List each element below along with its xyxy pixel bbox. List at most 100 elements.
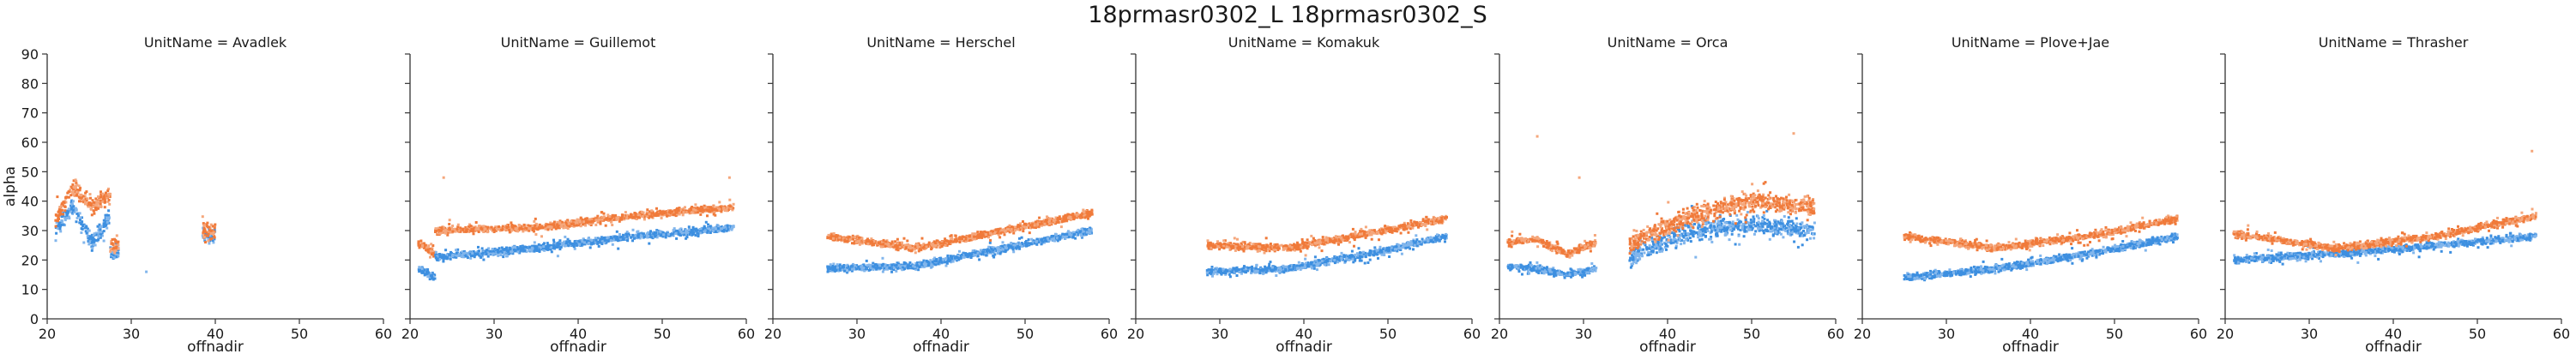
point-L bbox=[89, 196, 92, 200]
point-L bbox=[728, 198, 732, 201]
point-S bbox=[78, 212, 81, 215]
point-S bbox=[831, 265, 835, 267]
point-L bbox=[101, 200, 105, 203]
point-S bbox=[559, 245, 562, 249]
facet-title: UnitName = Guillemot bbox=[501, 34, 656, 51]
point-L bbox=[75, 190, 78, 194]
point-L bbox=[674, 214, 678, 218]
point-L bbox=[854, 236, 857, 238]
point-S bbox=[418, 266, 421, 269]
point-L bbox=[496, 225, 499, 229]
point-S bbox=[493, 250, 497, 254]
point-L bbox=[54, 225, 57, 228]
point-S bbox=[924, 264, 927, 267]
x-tick-label: 30 bbox=[123, 326, 140, 342]
point-S bbox=[693, 231, 697, 234]
point-S bbox=[546, 245, 549, 248]
point-L bbox=[429, 249, 432, 253]
point-S bbox=[423, 268, 426, 272]
point-L bbox=[98, 205, 101, 208]
point-S bbox=[600, 243, 604, 245]
point-S bbox=[441, 255, 444, 258]
point-L bbox=[710, 207, 714, 210]
point-S bbox=[67, 207, 70, 211]
point-S bbox=[203, 239, 207, 243]
point-S bbox=[558, 248, 562, 251]
point-L bbox=[694, 208, 697, 212]
point-S bbox=[86, 234, 89, 237]
point-S bbox=[79, 219, 81, 221]
point-S bbox=[80, 231, 83, 234]
point-L bbox=[940, 244, 944, 248]
point-S bbox=[661, 235, 665, 238]
point-S bbox=[609, 239, 612, 243]
point-L bbox=[930, 243, 933, 245]
point-S bbox=[554, 244, 558, 248]
point-L bbox=[434, 227, 437, 231]
point-S bbox=[471, 252, 474, 255]
point-L bbox=[645, 213, 649, 216]
point-L bbox=[438, 231, 442, 235]
point-L bbox=[584, 218, 587, 221]
point-L bbox=[600, 218, 604, 221]
point-L bbox=[546, 223, 549, 226]
point-L bbox=[538, 223, 541, 226]
point-S bbox=[104, 220, 107, 224]
point-S bbox=[632, 237, 636, 240]
point-S bbox=[883, 267, 886, 271]
point-S bbox=[432, 273, 436, 276]
point-L bbox=[107, 187, 110, 190]
point-L bbox=[579, 225, 582, 228]
point-S bbox=[588, 242, 590, 244]
point-L bbox=[630, 213, 633, 216]
point-S bbox=[973, 253, 976, 256]
point-S bbox=[638, 233, 642, 237]
point-S bbox=[865, 259, 868, 262]
point-S bbox=[864, 266, 866, 269]
point-S bbox=[212, 241, 215, 244]
point-S bbox=[699, 231, 703, 235]
point-S bbox=[104, 225, 107, 227]
point-L bbox=[486, 225, 490, 229]
point-S bbox=[1018, 247, 1022, 250]
point-S bbox=[426, 275, 430, 279]
y-tick-label: 10 bbox=[21, 282, 39, 298]
point-S bbox=[528, 245, 532, 249]
point-L bbox=[500, 228, 504, 231]
point-S bbox=[946, 255, 950, 258]
point-S bbox=[908, 261, 912, 264]
point-S bbox=[1085, 232, 1088, 236]
point-S bbox=[647, 232, 650, 235]
point-L bbox=[611, 215, 614, 219]
point-S bbox=[544, 247, 547, 249]
point-L bbox=[57, 219, 59, 223]
point-S bbox=[912, 265, 915, 267]
point-L bbox=[540, 235, 543, 238]
point-S bbox=[563, 240, 566, 243]
point-L bbox=[71, 183, 75, 186]
point-S bbox=[697, 229, 700, 232]
point-S bbox=[473, 255, 476, 259]
point-L bbox=[484, 225, 487, 229]
point-L bbox=[103, 198, 106, 201]
point-L bbox=[91, 199, 94, 202]
point-S bbox=[841, 268, 844, 272]
point-S bbox=[456, 248, 460, 251]
point-L bbox=[109, 247, 112, 250]
point-L bbox=[448, 228, 451, 231]
point-L bbox=[670, 213, 673, 216]
point-S bbox=[586, 240, 589, 243]
point-L bbox=[95, 202, 99, 206]
point-L bbox=[80, 197, 83, 200]
point-S bbox=[659, 234, 662, 237]
point-S bbox=[454, 254, 457, 257]
point-L bbox=[635, 218, 638, 220]
point-S bbox=[1030, 237, 1034, 241]
point-L bbox=[712, 213, 715, 216]
point-S bbox=[94, 243, 97, 247]
point-S bbox=[721, 225, 723, 229]
point-S bbox=[886, 266, 890, 269]
point-L bbox=[443, 226, 447, 230]
point-L bbox=[705, 208, 709, 212]
point-S bbox=[976, 251, 980, 255]
